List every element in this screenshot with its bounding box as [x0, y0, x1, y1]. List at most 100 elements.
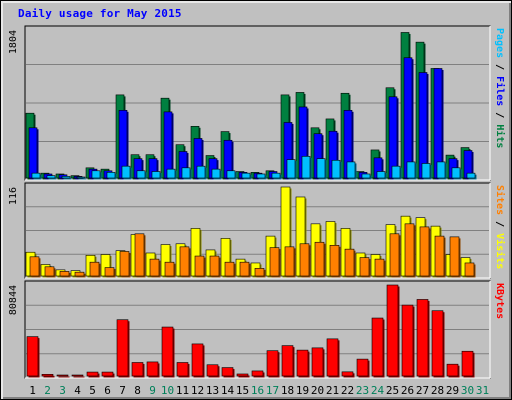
bar-shadow — [238, 375, 250, 378]
bar-sites-day-14 — [224, 261, 235, 277]
bar-kbytes-day-22 — [341, 371, 354, 377]
bar-sites-day-7 — [119, 251, 130, 277]
bar-sites-day-5 — [89, 261, 100, 277]
bar-kbytes-day-14 — [221, 367, 234, 377]
bar-pages-day-3 — [61, 176, 71, 179]
bar-sites-day-26 — [404, 223, 415, 277]
x-tick-label-20: 20 — [311, 384, 324, 397]
x-tick-label-19: 19 — [296, 384, 309, 397]
bar-pages-day-28 — [436, 161, 446, 179]
bar-kbytes-day-6 — [101, 371, 114, 377]
legend-part: Sites — [494, 185, 506, 215]
legend-part: Files — [494, 76, 506, 106]
bar-pages-day-17 — [271, 172, 281, 179]
bar-kbytes-day-12 — [191, 343, 204, 377]
bar-kbytes-day-25 — [386, 284, 399, 377]
bar-pages-day-10 — [166, 168, 176, 179]
x-tick-label-31: 31 — [476, 384, 489, 397]
bar-kbytes-day-20 — [311, 347, 324, 377]
bar-sites-day-21 — [329, 245, 340, 277]
bar-pages-day-24 — [376, 171, 386, 179]
x-tick-label-1: 1 — [29, 384, 36, 397]
bar-pages-day-27 — [421, 163, 431, 179]
bar-shadow — [78, 178, 87, 180]
bar-kbytes-day-21 — [326, 338, 339, 377]
bar-shadow — [63, 177, 72, 180]
bar-pages-day-25 — [391, 165, 401, 179]
bar-sites-day-24 — [374, 258, 385, 277]
bar-pages-day-8 — [136, 170, 146, 179]
bar-sites-day-16 — [254, 268, 265, 277]
legend-part: Pages — [494, 28, 505, 58]
bar-files-day-28 — [433, 68, 443, 179]
bar-kbytes-day-11 — [176, 362, 189, 377]
bar-pages-day-9 — [151, 171, 161, 179]
bar-kbytes-day-8 — [131, 362, 144, 377]
bar-sites-day-19 — [299, 243, 310, 277]
bar-kbytes-day-27 — [416, 299, 429, 377]
bar-pages-day-15 — [241, 172, 251, 179]
panel-3: 80844 KBytes — [8, 280, 505, 379]
x-tick-label-30: 30 — [461, 384, 474, 397]
x-tick-label-21: 21 — [326, 384, 339, 397]
bar-pages-day-20 — [316, 158, 326, 179]
bar-kbytes-day-28 — [431, 310, 444, 377]
x-tick-label-5: 5 — [89, 384, 96, 397]
bar-kbytes-day-23 — [356, 358, 369, 377]
bar-pages-day-7 — [121, 165, 131, 179]
x-tick-label-2: 2 — [44, 384, 51, 397]
x-tick-label-25: 25 — [386, 384, 399, 397]
bar-kbytes-day-16 — [251, 370, 264, 377]
bar-shadow — [43, 375, 55, 378]
x-tick-label-18: 18 — [281, 384, 294, 397]
bar-sites-day-11 — [179, 246, 190, 277]
axis-max-label: 80844 — [8, 285, 19, 315]
x-tick-label-24: 24 — [371, 384, 385, 397]
bar-sites-day-29 — [449, 236, 460, 277]
bar-sites-day-28 — [434, 235, 445, 277]
x-tick-label-13: 13 — [206, 384, 219, 397]
bar-files-day-26 — [403, 57, 413, 179]
x-tick-label-16: 16 — [251, 384, 264, 397]
bar-pages-day-4 — [76, 176, 86, 179]
series-legend-label: Pages / Files / Hits — [494, 28, 506, 148]
bar-pages-day-21 — [331, 159, 341, 179]
bar-kbytes-day-18 — [281, 345, 294, 377]
bar-sites-day-10 — [164, 261, 175, 277]
series-legend-label: KBytes — [494, 283, 505, 319]
bar-kbytes-day-10 — [161, 326, 174, 377]
bar-kbytes-day-17 — [266, 350, 279, 377]
bar-pages-day-13 — [211, 168, 221, 179]
x-tick-label-15: 15 — [236, 384, 249, 397]
bar-sites-day-6 — [104, 267, 115, 277]
x-tick-label-7: 7 — [119, 384, 126, 397]
bar-pages-day-18 — [286, 159, 296, 179]
bar-pages-day-19 — [301, 156, 311, 179]
chart-title: Daily usage for May 2015 — [18, 7, 182, 20]
bar-kbytes-day-7 — [116, 319, 129, 377]
bar-pages-day-26 — [406, 161, 416, 179]
bar-files-day-10 — [163, 111, 173, 179]
bar-sites-day-15 — [239, 261, 250, 277]
bar-sites-day-1 — [29, 256, 40, 277]
legend-part: / — [494, 106, 505, 124]
bar-sites-day-25 — [389, 233, 400, 277]
series-legend-label: Sites / Visits — [494, 185, 506, 269]
bar-shadow — [48, 177, 57, 180]
bar-sites-day-27 — [419, 226, 430, 277]
bar-pages-day-14 — [226, 170, 236, 179]
bar-pages-day-30 — [466, 172, 476, 179]
x-tick-label-23: 23 — [356, 384, 369, 397]
legend-part: / — [494, 58, 505, 76]
bar-files-day-27 — [418, 72, 428, 179]
bar-pages-day-2 — [46, 175, 56, 179]
bar-sites-day-12 — [194, 255, 205, 277]
x-tick-label-27: 27 — [416, 384, 429, 397]
legend-part: KBytes — [494, 283, 505, 319]
axis-max-label: 116 — [8, 187, 19, 205]
bar-sites-day-20 — [314, 241, 325, 277]
x-tick-label-17: 17 — [266, 384, 279, 397]
x-tick-label-14: 14 — [221, 384, 235, 397]
bar-files-day-25 — [388, 96, 398, 179]
